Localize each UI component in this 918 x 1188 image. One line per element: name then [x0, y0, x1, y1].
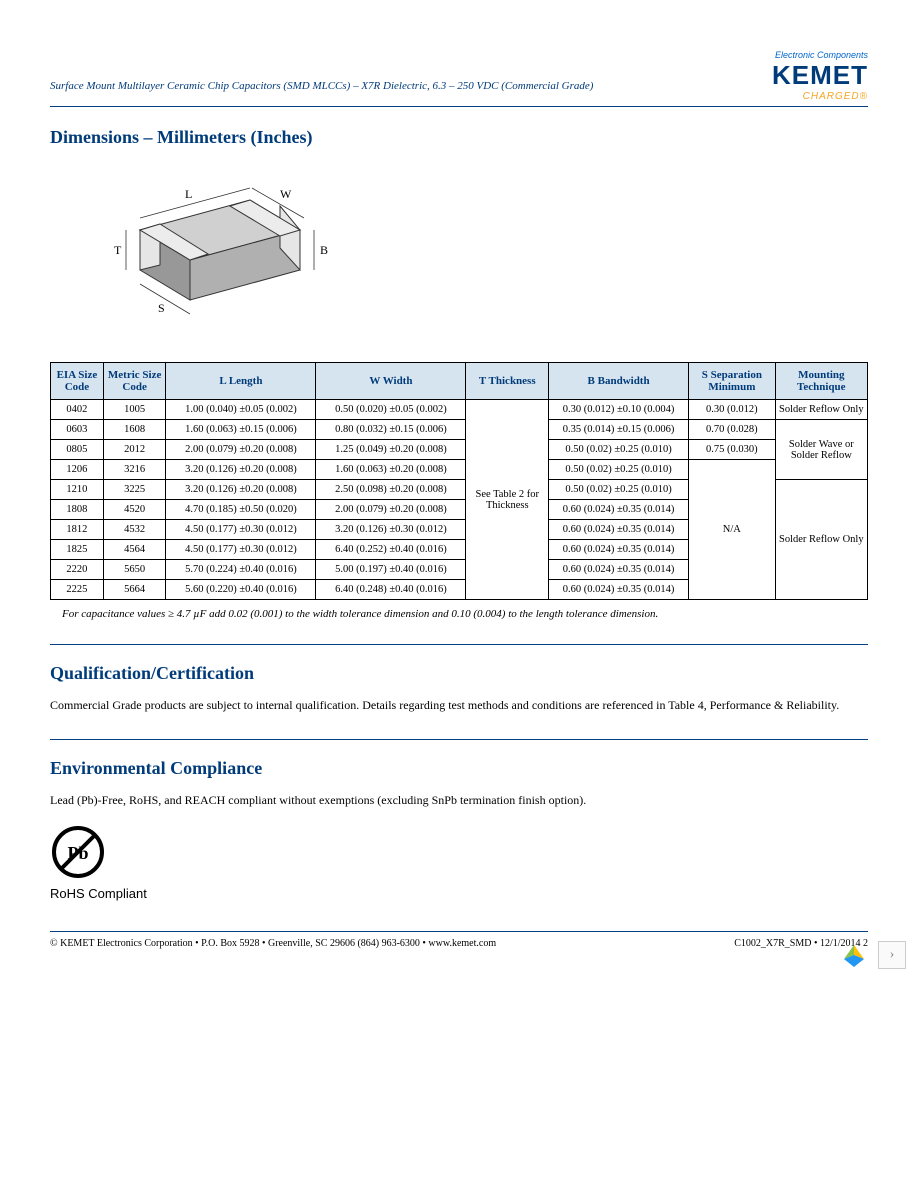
separation-na-cell: N/A: [689, 460, 776, 600]
chevron-right-icon: ›: [890, 947, 895, 963]
col-length: L Length: [166, 363, 316, 400]
thickness-cell: See Table 2 for Thickness: [466, 400, 549, 600]
qualification-heading: Qualification/Certification: [50, 663, 868, 684]
page-footer: © KEMET Electronics Corporation • P.O. B…: [50, 931, 868, 949]
table-row: 0805 2012 2.00 (0.079) ±0.20 (0.008) 1.2…: [51, 440, 868, 460]
dim-label-W: W: [280, 187, 292, 201]
logo-tagline-top: Electronic Components: [772, 50, 868, 60]
col-thickness: T Thickness: [466, 363, 549, 400]
table-row: 1206 3216 3.20 (0.126) ±0.20 (0.008) 1.6…: [51, 460, 868, 480]
table-footnote: For capacitance values ≥ 4.7 µF add 0.02…: [62, 608, 868, 620]
table-row: 0603 1608 1.60 (0.063) ±0.15 (0.006) 0.8…: [51, 420, 868, 440]
rohs-compliance-block: Pb RoHS Compliant: [50, 824, 868, 901]
col-bandwidth: B Bandwidth: [549, 363, 689, 400]
col-width: W Width: [316, 363, 466, 400]
svg-text:Pb: Pb: [67, 843, 88, 863]
logo-tagline-bottom: CHARGED®: [772, 91, 868, 102]
col-mounting: Mounting Technique: [775, 363, 867, 400]
divider: [50, 739, 868, 740]
mount-cell: Solder Wave or Solder Reflow: [775, 420, 867, 480]
dim-label-T: T: [114, 243, 122, 257]
capacitor-diagram: L W B T S: [70, 160, 868, 344]
rohs-label: RoHS Compliant: [50, 886, 868, 901]
environmental-text: Lead (Pb)-Free, RoHS, and REACH complian…: [50, 791, 868, 810]
divider: [50, 644, 868, 645]
col-separation: S Separation Minimum: [689, 363, 776, 400]
col-eia: EIA Size Code: [51, 363, 104, 400]
dim-label-L: L: [185, 187, 192, 201]
dimensions-heading: Dimensions – Millimeters (Inches): [50, 127, 868, 148]
viewer-nav-widget: ›: [840, 941, 906, 969]
environmental-heading: Environmental Compliance: [50, 758, 868, 779]
qualification-text: Commercial Grade products are subject to…: [50, 696, 868, 715]
kemet-logo: Electronic Components KEMET CHARGED®: [772, 50, 868, 102]
rohs-pb-free-icon: Pb: [50, 824, 106, 880]
next-page-button[interactable]: ›: [878, 941, 906, 969]
viewer-app-icon[interactable]: [840, 941, 868, 969]
dim-label-S: S: [158, 301, 165, 315]
page-header: Surface Mount Multilayer Ceramic Chip Ca…: [50, 50, 868, 107]
dim-label-B: B: [320, 243, 328, 257]
document-title: Surface Mount Multilayer Ceramic Chip Ca…: [50, 50, 593, 92]
footer-left: © KEMET Electronics Corporation • P.O. B…: [50, 938, 496, 949]
logo-brand: KEMET: [772, 60, 868, 91]
col-metric: Metric Size Code: [103, 363, 166, 400]
mount-cell: Solder Reflow Only: [775, 480, 867, 600]
dimensions-table: EIA Size Code Metric Size Code L Length …: [50, 362, 868, 600]
table-row: 0402 1005 1.00 (0.040) ±0.05 (0.002) 0.5…: [51, 400, 868, 420]
mount-cell: Solder Reflow Only: [775, 400, 867, 420]
